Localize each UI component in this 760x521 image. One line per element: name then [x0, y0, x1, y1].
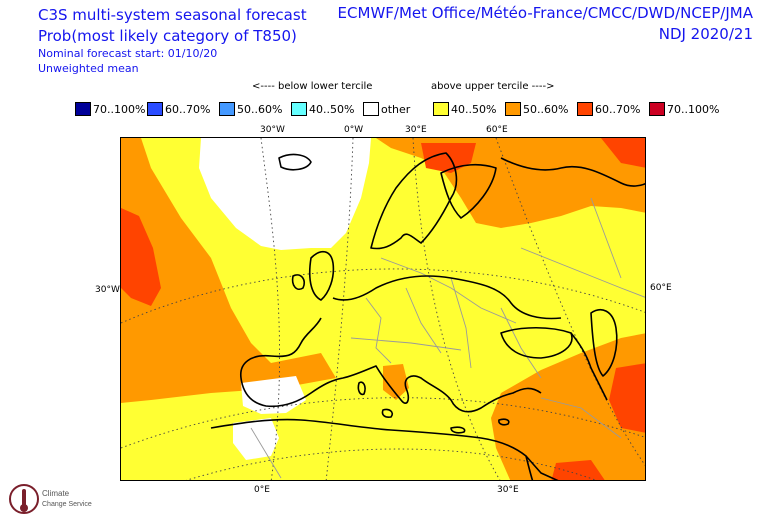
meridian-60e — [495, 138, 645, 466]
coast-red-sea — [525, 455, 534, 480]
border-line — [520, 247, 645, 298]
above-tercile-label: above upper tercile ----> — [431, 81, 555, 92]
border-line — [350, 337, 462, 351]
white-region-north — [199, 138, 371, 250]
legend-label: 40..50% — [451, 102, 497, 116]
left-lon-label: 30°W — [95, 285, 120, 295]
coast-arctic — [500, 157, 645, 187]
legend-label: 70..100% — [667, 102, 720, 116]
coastlines — [210, 152, 645, 480]
coast-sicily — [381, 408, 394, 418]
legend-label: other — [381, 102, 411, 116]
legend-label: 60..70% — [595, 102, 641, 116]
legend-swatch — [505, 102, 521, 116]
coast-cyprus — [498, 418, 510, 426]
coast-caspian — [590, 309, 618, 377]
border-line — [405, 287, 442, 354]
orange-region-southeast — [491, 333, 645, 480]
legend-item-above-50-60: 50..60% — [505, 100, 568, 118]
copernicus-logo: Climate Change Service — [9, 484, 92, 514]
map-canvas — [121, 138, 645, 480]
logo-text-2: Change Service — [42, 501, 92, 508]
legend-item-below-50-60: 50..60% — [219, 100, 282, 118]
season-text: NDJ 2020/21 — [658, 25, 753, 43]
logo-bulb — [20, 504, 28, 512]
parallel-45n — [121, 397, 645, 449]
orange-region-italy — [383, 364, 409, 400]
top-lon-label-30w: 30°W — [260, 125, 285, 135]
border-line — [380, 257, 517, 324]
title-line-2: Prob(most likely category of T850) — [38, 27, 297, 45]
title-line-1: C3S multi-system seasonal forecast — [38, 6, 307, 24]
centres-text: ECMWF/Met Office/Météo-France/CMCC/DWD/N… — [337, 4, 753, 22]
legend-label: 40..50% — [309, 102, 355, 116]
logo-ring — [9, 484, 39, 514]
white-region-north-africa — [233, 418, 279, 460]
legend-swatch — [219, 102, 235, 116]
coast-scandinavia — [370, 152, 458, 250]
bottom-lon-label-0e: 0°E — [254, 485, 270, 495]
parallel-60n — [121, 268, 645, 324]
legend-swatch — [649, 102, 665, 116]
border-line — [450, 277, 472, 369]
legend-swatch — [291, 102, 307, 116]
bottom-lon-label-30e: 30°E — [497, 485, 519, 495]
coast-black-sea — [500, 327, 573, 359]
coast-sardinia — [357, 381, 366, 396]
legend-label: 50..60% — [237, 102, 283, 116]
legend-swatch — [75, 102, 91, 116]
white-region-iberia — [241, 376, 306, 414]
country-borders — [250, 197, 645, 479]
legend-swatch — [433, 102, 449, 116]
border-line — [590, 197, 622, 279]
legend-swatch — [363, 102, 379, 116]
border-line — [500, 307, 542, 379]
legend-item-below-70-100: 70..100% — [75, 100, 145, 118]
border-line — [365, 297, 392, 364]
forecast-start-text: Nominal forecast start: 01/10/20 — [38, 47, 218, 60]
legend-label: 70..100% — [93, 102, 146, 116]
coast-north-africa — [210, 418, 559, 480]
right-lon-label: 60°E — [650, 283, 672, 293]
legend-item-below-40-50: 40..50% — [291, 100, 354, 118]
legend-swatch — [147, 102, 163, 116]
top-lon-label-0w: 0°W — [344, 125, 364, 135]
coast-finland — [440, 163, 497, 219]
forecast-map — [120, 137, 646, 481]
legend-label: 50..60% — [523, 102, 569, 116]
logo-thermometer — [22, 489, 26, 507]
coast-iceland — [278, 153, 312, 171]
parallel-30n — [186, 448, 597, 480]
top-lon-label-30e: 30°E — [405, 125, 427, 135]
coast-ireland — [291, 274, 306, 291]
graticule — [121, 138, 645, 480]
coast-caucasus — [570, 332, 608, 401]
legend-swatch — [577, 102, 593, 116]
red-region-arabia — [551, 460, 605, 480]
legend-label: 60..70% — [165, 102, 211, 116]
legend-item-below-60-70: 60..70% — [147, 100, 210, 118]
below-tercile-label: <---- below lower tercile — [252, 81, 373, 92]
red-region-atlantic — [121, 208, 161, 306]
coast-britain — [308, 250, 335, 301]
red-region-caspian — [609, 363, 645, 433]
coast-europe — [240, 275, 562, 413]
top-lon-label-60e: 60°E — [486, 125, 508, 135]
legend-item-above-40-50: 40..50% — [433, 100, 496, 118]
coast-crete — [450, 426, 466, 434]
border-line — [540, 397, 622, 439]
weighting-text: Unweighted mean — [38, 62, 139, 75]
meridian-30e — [412, 138, 501, 480]
legend-item-above-70-100: 70..100% — [649, 100, 719, 118]
border-line — [250, 427, 282, 479]
logo-text-1: Climate — [42, 489, 70, 498]
red-region-arctic — [601, 138, 645, 168]
meridian-30w — [260, 138, 281, 480]
orange-region-atlantic — [121, 138, 336, 403]
legend-item-other: other — [363, 100, 410, 118]
legend-item-above-60-70: 60..70% — [577, 100, 640, 118]
